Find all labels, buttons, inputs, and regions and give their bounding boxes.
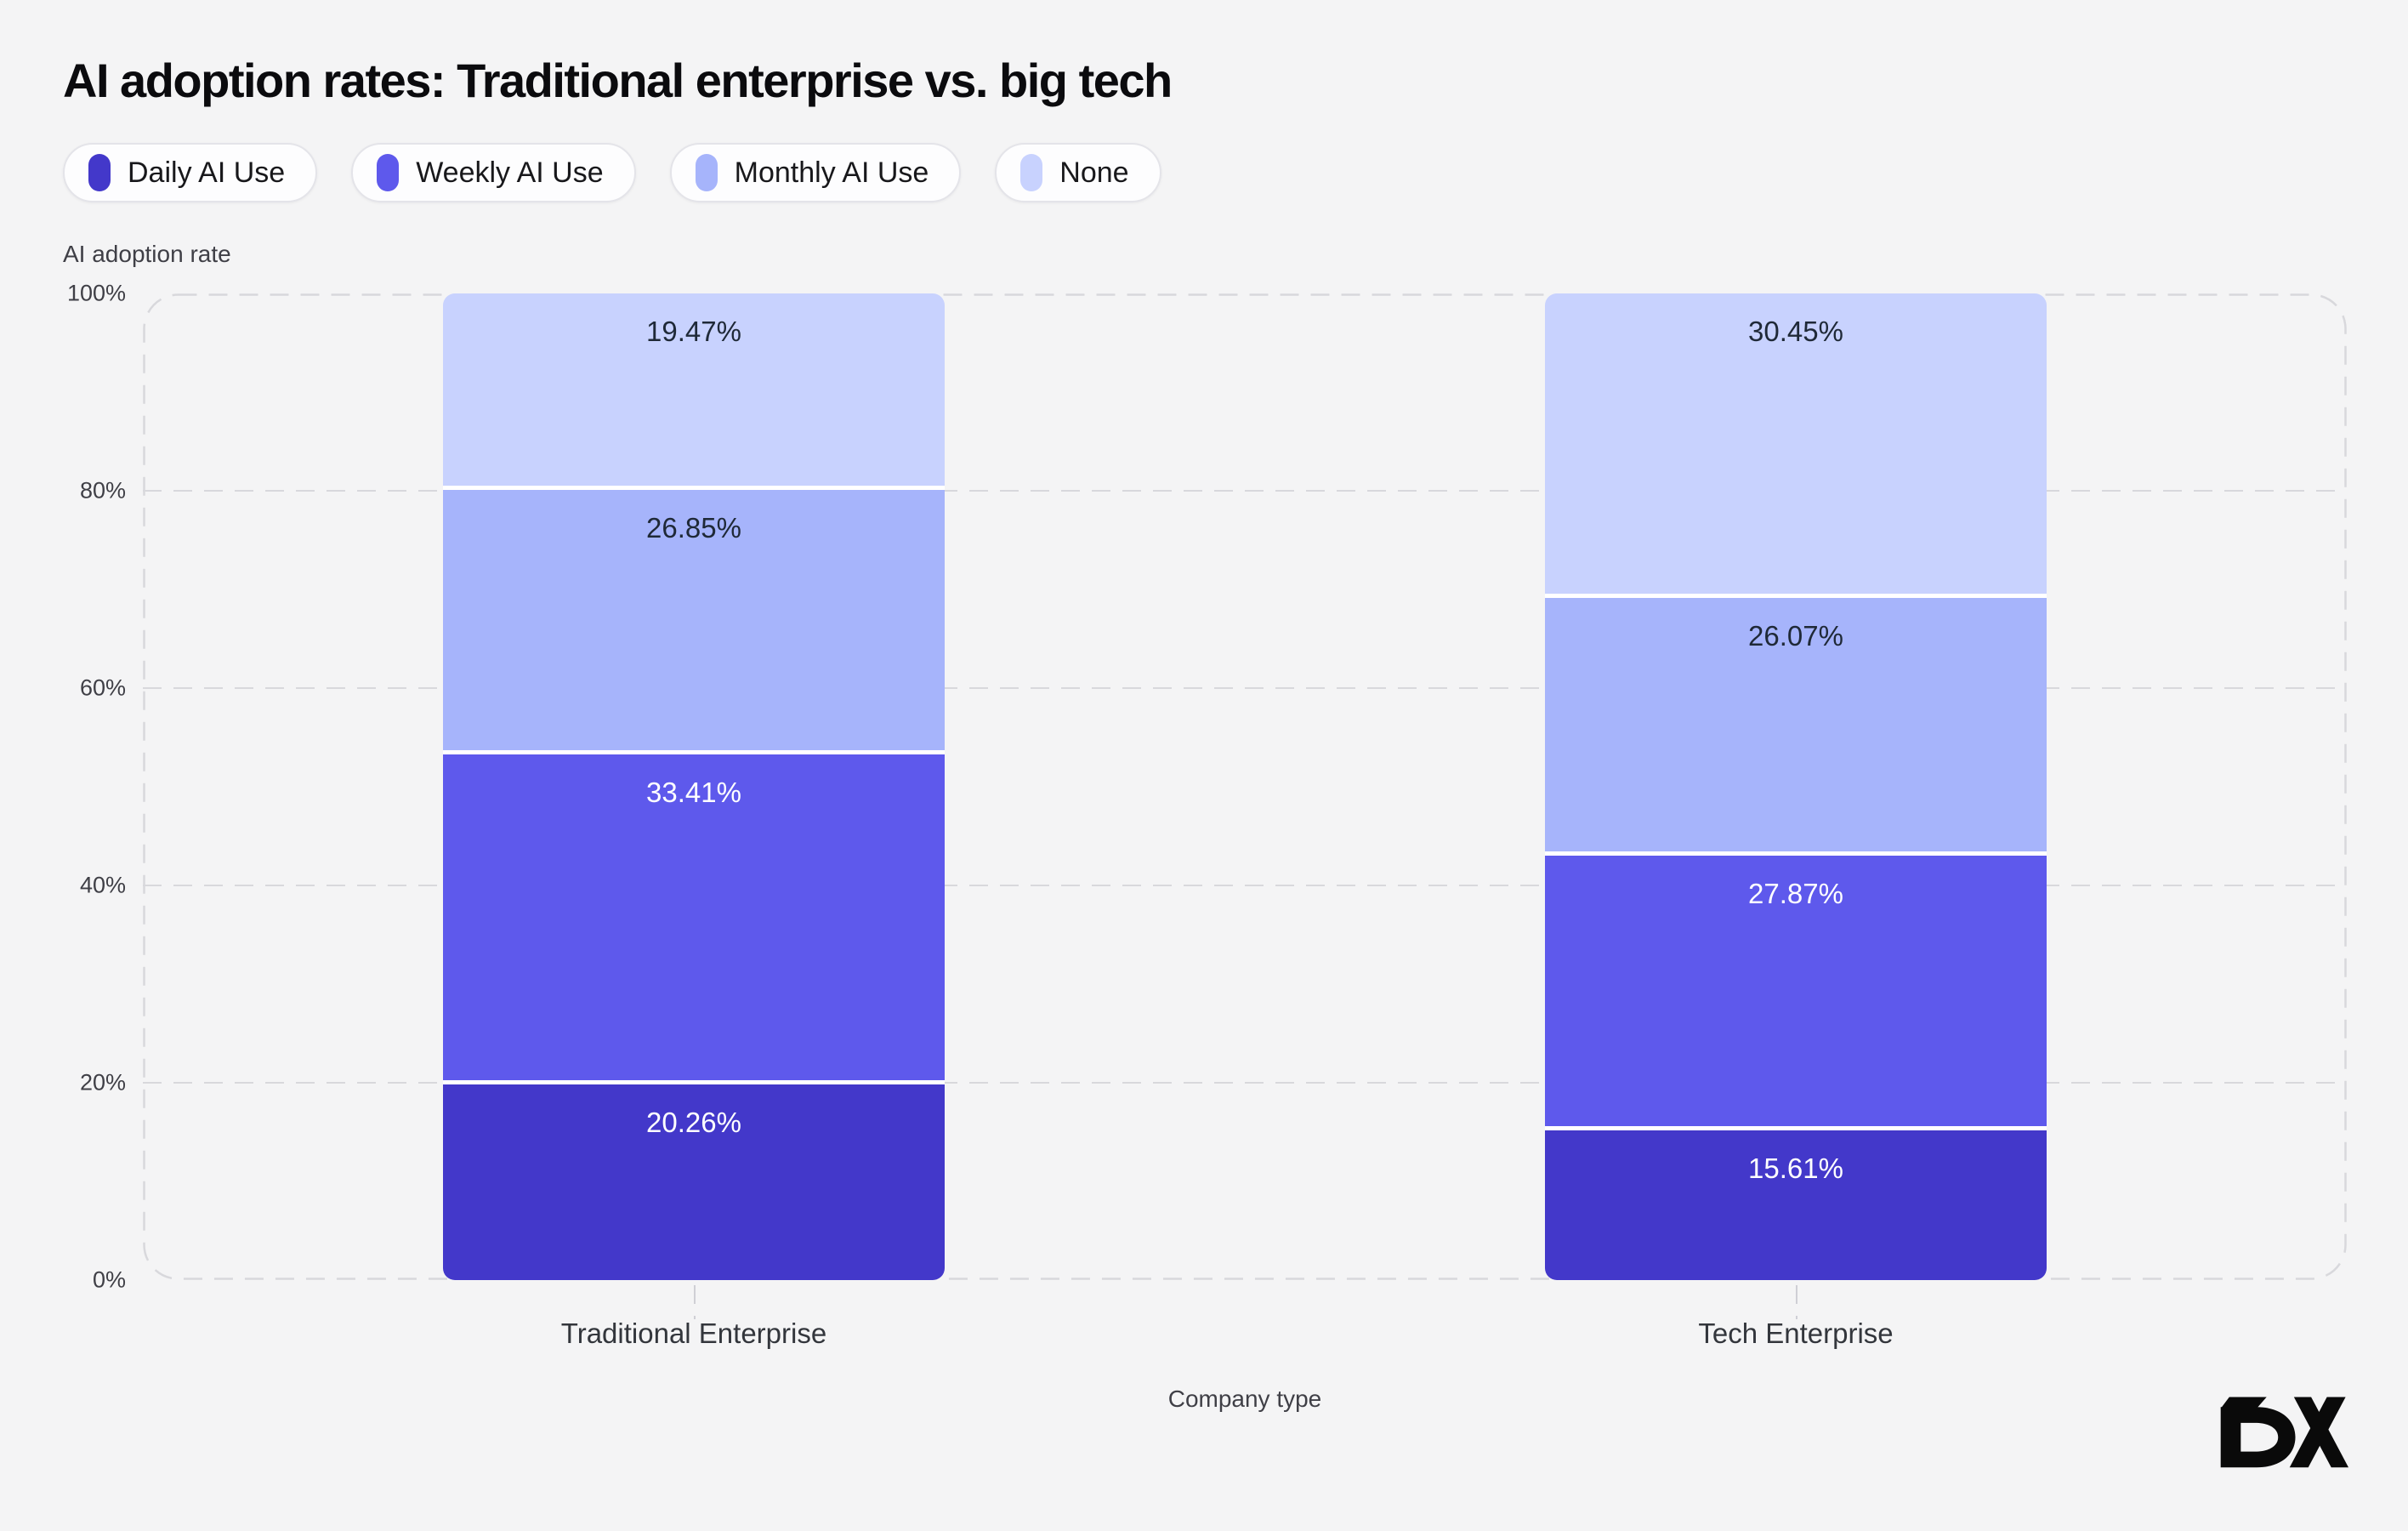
y-tick-label: 0% xyxy=(92,1266,126,1293)
bar-segment-tech-enterprise-none[interactable]: 30.45% xyxy=(1545,293,2047,595)
segment-value-label: 27.87% xyxy=(1748,877,1843,909)
segment-value-label: 33.41% xyxy=(646,777,741,809)
legend-color-chip xyxy=(695,154,718,191)
dx-logo xyxy=(2219,1395,2348,1468)
bar-segment-traditional-enterprise-none[interactable]: 19.47% xyxy=(443,293,945,486)
bar-column-tech-enterprise: 15.61% 27.87% 26.07% 30.45% Tech Enterprise xyxy=(1245,293,2347,1349)
bar-segment-tech-enterprise-weekly-ai-use[interactable]: 27.87% xyxy=(1545,851,2047,1126)
plot-border xyxy=(143,293,2347,1280)
legend-item-daily-ai-use[interactable]: Daily AI Use xyxy=(63,143,318,202)
legend-item-label: None xyxy=(1059,156,1129,189)
x-axis-tick xyxy=(1796,1285,1797,1319)
gridline xyxy=(143,1082,2347,1084)
y-tick-label: 100% xyxy=(66,280,126,306)
segment-value-label: 15.61% xyxy=(1748,1152,1843,1184)
legend-item-label: Daily AI Use xyxy=(128,156,286,189)
y-tick-label: 80% xyxy=(79,477,126,504)
category-label-tech-enterprise: Tech Enterprise xyxy=(1698,1318,1894,1349)
plot-area: Company type 0% 20% 40% 60% 80% 100% 20.26% 33.… xyxy=(67,281,2347,1412)
y-tick-label: 20% xyxy=(79,1069,126,1096)
bar-segment-traditional-enterprise-daily-ai-use[interactable]: 20.26% xyxy=(443,1079,945,1280)
dx-logo-graphic xyxy=(2220,1397,2348,1468)
bar-column-traditional-enterprise: 20.26% 33.41% 26.85% 19.47% Traditional Ente… xyxy=(143,293,1245,1349)
segment-value-label: 26.85% xyxy=(646,511,741,544)
legend-item-label: Weekly AI Use xyxy=(416,156,604,189)
legend-item-label: Monthly AI Use xyxy=(734,156,929,189)
legend-item-monthly-ai-use[interactable]: Monthly AI Use xyxy=(669,143,962,202)
gridline xyxy=(143,885,2347,886)
gridline xyxy=(143,687,2347,689)
legend-item-none[interactable]: None xyxy=(995,143,1161,202)
bar-segment-traditional-enterprise-weekly-ai-use[interactable]: 33.41% xyxy=(443,750,945,1080)
bar-traditional-enterprise: 20.26% 33.41% 26.85% 19.47% xyxy=(443,293,945,1280)
segment-value-label: 20.26% xyxy=(646,1106,741,1138)
category-label-traditional-enterprise: Traditional Enterprise xyxy=(560,1318,827,1349)
segment-value-label: 30.45% xyxy=(1748,316,1843,348)
segment-value-label: 19.47% xyxy=(646,316,741,348)
legend-item-weekly-ai-use[interactable]: Weekly AI Use xyxy=(351,143,636,202)
y-tick-label: 40% xyxy=(79,872,126,898)
y-axis-title: AI adoption rate xyxy=(63,241,231,267)
y-tick-label: 60% xyxy=(79,674,126,701)
gridline xyxy=(143,490,2347,492)
x-axis-tick xyxy=(694,1285,696,1319)
legend-color-chip xyxy=(1020,154,1043,191)
segment-value-label: 26.07% xyxy=(1748,620,1843,652)
legend: Daily AI Use Weekly AI Use Monthly AI Use N… xyxy=(63,143,1161,202)
bar-segment-traditional-enterprise-monthly-ai-use[interactable]: 26.85% xyxy=(443,485,945,751)
legend-color-chip xyxy=(377,154,400,191)
bar-segment-tech-enterprise-monthly-ai-use[interactable]: 26.07% xyxy=(1545,594,2047,851)
bar-tech-enterprise: 15.61% 27.87% 26.07% 30.45% xyxy=(1545,293,2047,1280)
legend-color-chip xyxy=(88,154,111,191)
bar-segment-tech-enterprise-daily-ai-use[interactable]: 15.61% xyxy=(1545,1125,2047,1280)
chart-title: AI adoption rates: Traditional enterpris… xyxy=(63,54,1173,107)
x-axis-title: Company type xyxy=(1167,1386,1322,1412)
